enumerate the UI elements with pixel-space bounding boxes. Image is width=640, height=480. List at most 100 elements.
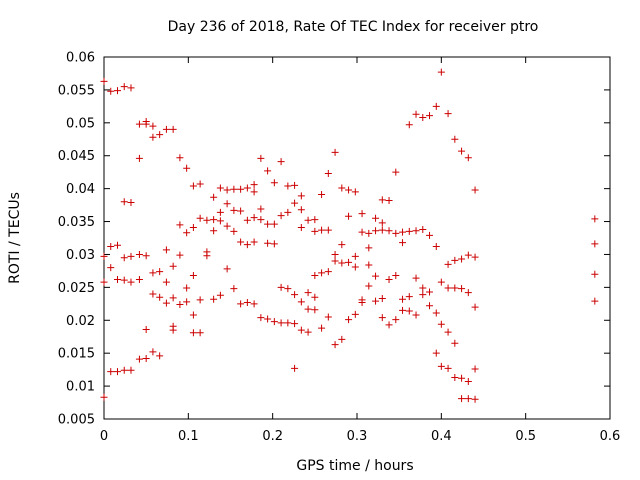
data-point — [113, 275, 121, 283]
y-axis-title: ROTI / TECUs — [7, 192, 23, 284]
data-point — [345, 316, 353, 324]
data-point — [471, 365, 479, 373]
data-point — [324, 313, 332, 321]
data-point — [372, 214, 380, 222]
data-point — [392, 272, 400, 280]
data-point — [437, 68, 445, 76]
data-point — [142, 325, 150, 333]
data-point — [277, 319, 285, 327]
data-point — [196, 329, 204, 337]
data-point — [169, 326, 177, 334]
data-point — [365, 261, 373, 269]
data-point — [351, 263, 359, 271]
data-point — [297, 326, 305, 334]
data-point — [120, 366, 128, 374]
data-point — [120, 198, 128, 206]
x-axis-ticks: 0 0.1 0.2 0.3 0.4 0.5 0.6 — [100, 57, 620, 444]
data-point — [405, 227, 413, 235]
data-point — [419, 284, 427, 292]
data-point — [331, 148, 339, 156]
data-point — [304, 305, 312, 313]
data-point — [176, 300, 184, 308]
data-point — [458, 147, 466, 155]
data-point — [107, 264, 115, 272]
data-point — [437, 278, 445, 286]
data-point — [270, 318, 278, 326]
data-point — [149, 122, 157, 130]
data-point — [176, 251, 184, 259]
data-point — [464, 154, 472, 162]
y-tick-label: 0.005 — [58, 413, 95, 428]
data-point — [297, 192, 305, 200]
data-point — [291, 364, 299, 372]
data-point — [444, 328, 452, 336]
data-point — [451, 284, 459, 292]
y-tick-label: 0.04 — [66, 182, 95, 197]
data-point — [210, 216, 218, 224]
x-tick-label: 0 — [100, 429, 108, 444]
data-point — [591, 270, 599, 278]
data-point — [399, 306, 407, 314]
data-point — [120, 276, 128, 284]
data-point — [264, 315, 272, 323]
plot-frame — [103, 56, 611, 420]
data-point — [284, 208, 292, 216]
data-point — [451, 135, 459, 143]
data-point — [162, 278, 170, 286]
x-tick-label: 0.5 — [515, 429, 536, 444]
data-point — [162, 299, 170, 307]
data-point — [127, 278, 135, 286]
data-point — [216, 217, 224, 225]
data-point — [471, 186, 479, 194]
data-point — [444, 110, 452, 118]
data-point — [223, 200, 231, 208]
data-point — [311, 216, 319, 224]
x-tick-label: 0.3 — [347, 429, 368, 444]
y-tick-label: 0.045 — [58, 149, 95, 164]
data-point — [365, 282, 373, 290]
data-point — [169, 262, 177, 270]
data-point — [444, 364, 452, 372]
x-tick-label: 0.4 — [431, 429, 452, 444]
data-point — [464, 377, 472, 385]
data-point — [458, 395, 466, 403]
data-point — [378, 226, 386, 234]
data-point — [277, 212, 285, 220]
data-point — [189, 329, 197, 337]
data-point — [458, 374, 466, 382]
data-point — [318, 226, 326, 234]
data-point — [378, 314, 386, 322]
data-point — [210, 227, 218, 235]
data-point — [223, 265, 231, 273]
data-point — [338, 241, 346, 249]
data-point — [437, 320, 445, 328]
chart-title: Day 236 of 2018, Rate Of TEC Index for r… — [168, 19, 539, 35]
data-point — [345, 212, 353, 220]
data-point — [358, 299, 366, 307]
data-point — [237, 238, 245, 246]
data-point — [189, 272, 197, 280]
data-point — [331, 250, 339, 258]
data-point — [291, 320, 299, 328]
data-point — [100, 278, 108, 286]
data-point — [304, 216, 312, 224]
data-point — [437, 362, 445, 370]
data-point — [223, 222, 231, 230]
data-point — [196, 296, 204, 304]
data-point — [399, 239, 407, 247]
data-point — [277, 158, 285, 166]
y-tick-label: 0.055 — [58, 83, 95, 98]
data-point — [264, 239, 272, 247]
data-point — [189, 182, 197, 190]
data-point — [237, 185, 245, 193]
data-point — [412, 274, 420, 282]
data-point — [432, 309, 440, 317]
y-tick-label: 0.05 — [66, 116, 95, 131]
data-point — [127, 198, 135, 206]
data-point — [331, 341, 339, 349]
data-point — [365, 229, 373, 237]
data-point — [412, 311, 420, 319]
data-point — [324, 268, 332, 276]
y-tick-label: 0.03 — [66, 248, 95, 263]
data-point — [189, 311, 197, 319]
